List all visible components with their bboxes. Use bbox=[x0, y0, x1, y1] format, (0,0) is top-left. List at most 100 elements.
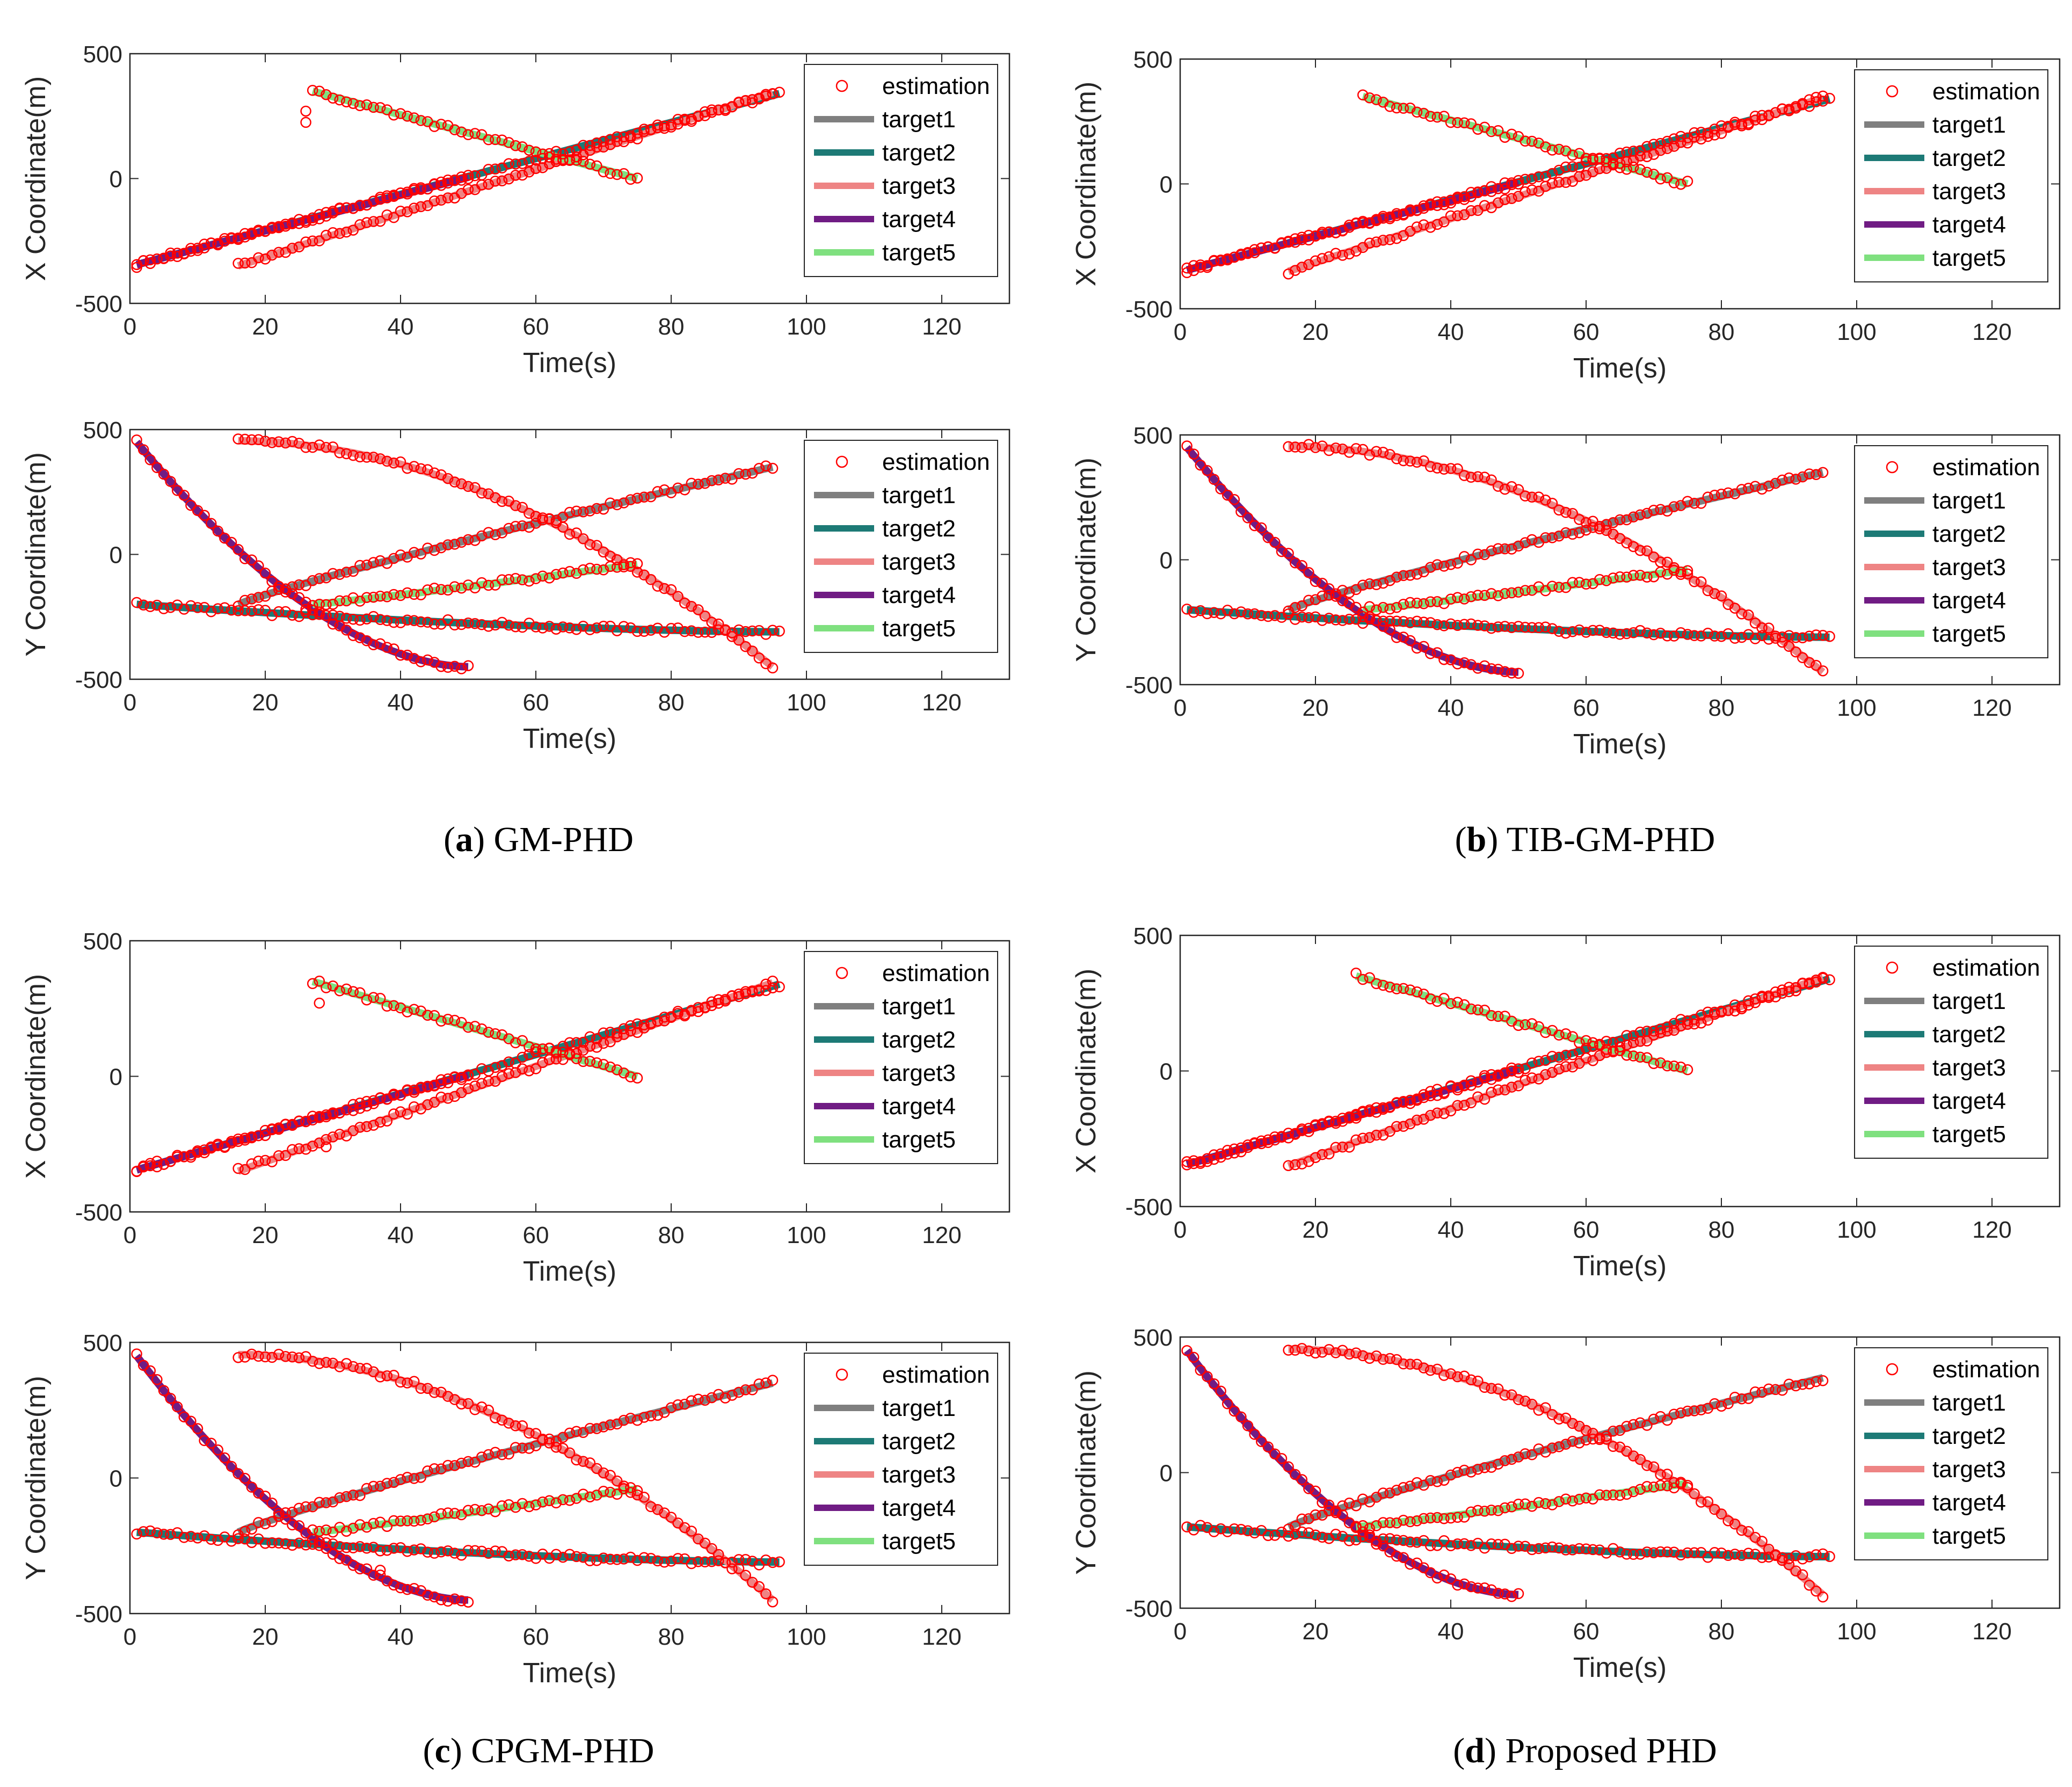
estimation-marker bbox=[591, 503, 602, 514]
estimation-marker bbox=[1364, 601, 1376, 613]
estimation-marker bbox=[232, 1352, 244, 1363]
estimation-marker bbox=[408, 1582, 420, 1594]
estimation-marker bbox=[1763, 480, 1775, 492]
estimation-marker bbox=[1391, 1097, 1402, 1108]
estimation-marker bbox=[693, 1393, 704, 1405]
estimation-marker bbox=[192, 1532, 203, 1544]
estimation-marker bbox=[1330, 1142, 1342, 1153]
estimation-marker bbox=[1783, 1553, 1795, 1565]
estimation-marker bbox=[1431, 1512, 1443, 1523]
estimation-marker bbox=[1283, 608, 1294, 620]
estimation-marker bbox=[449, 1548, 461, 1559]
estimation-marker bbox=[1418, 107, 1429, 119]
estimation-marker bbox=[706, 1543, 717, 1554]
estimation-marker bbox=[1472, 1464, 1484, 1475]
estimation-marker bbox=[469, 1503, 481, 1515]
estimation-marker bbox=[381, 591, 393, 602]
estimation-marker bbox=[1431, 1107, 1443, 1119]
estimation-marker bbox=[1242, 1525, 1254, 1536]
estimation-marker bbox=[1411, 456, 1423, 468]
series-target1-line bbox=[236, 1379, 774, 1536]
estimation-marker bbox=[246, 1537, 258, 1548]
estimation-marker bbox=[144, 1365, 156, 1377]
estimation-marker bbox=[1506, 1065, 1517, 1077]
legend-box bbox=[1854, 1347, 2048, 1560]
estimation-marker bbox=[1513, 1020, 1524, 1031]
estimation-marker bbox=[1499, 1084, 1511, 1096]
estimation-marker bbox=[185, 1531, 197, 1542]
estimation-marker bbox=[524, 1041, 535, 1052]
estimation-marker bbox=[543, 1433, 555, 1445]
estimation-marker bbox=[699, 1556, 711, 1568]
estimation-marker bbox=[1526, 1544, 1538, 1556]
estimation-marker bbox=[300, 597, 311, 608]
estimation-marker bbox=[381, 1093, 393, 1105]
estimation-marker bbox=[1763, 634, 1775, 645]
legend-item-target2: target2 bbox=[1864, 1423, 2006, 1449]
estimation-marker bbox=[1715, 489, 1727, 500]
estimation-marker bbox=[226, 1536, 237, 1547]
estimation-marker bbox=[1567, 577, 1579, 588]
x-axis-label: Time(s) bbox=[523, 723, 616, 754]
estimation-marker bbox=[1736, 1550, 1748, 1561]
estimation-marker bbox=[1634, 1051, 1646, 1063]
estimation-marker bbox=[395, 1106, 406, 1117]
estimation-marker bbox=[395, 1474, 406, 1485]
estimation-marker bbox=[435, 119, 447, 130]
estimation-marker bbox=[530, 146, 542, 157]
estimation-marker bbox=[1431, 1363, 1443, 1375]
estimation-marker bbox=[645, 1019, 657, 1030]
estimation-marker bbox=[266, 1156, 278, 1167]
estimation-marker bbox=[1587, 1427, 1598, 1439]
y-tick-label: -500 bbox=[1125, 1596, 1173, 1622]
estimation-marker bbox=[1574, 1543, 1585, 1554]
estimation-marker bbox=[672, 622, 684, 634]
estimation-marker bbox=[1749, 993, 1761, 1005]
estimation-marker bbox=[1323, 1505, 1335, 1516]
x-tick-label: 80 bbox=[658, 689, 685, 716]
estimation-marker bbox=[199, 510, 210, 521]
estimation-marker bbox=[1560, 1493, 1572, 1505]
estimation-marker bbox=[1540, 495, 1551, 506]
estimation-marker bbox=[1479, 1093, 1491, 1105]
estimation-marker bbox=[280, 1119, 292, 1130]
estimation-marker bbox=[354, 1563, 366, 1575]
estimation-marker bbox=[1465, 1506, 1477, 1517]
estimation-marker bbox=[1465, 205, 1477, 216]
estimation-marker bbox=[1384, 623, 1395, 635]
estimation-marker bbox=[185, 1415, 197, 1427]
estimation-marker bbox=[740, 468, 751, 480]
estimation-marker bbox=[1479, 1582, 1491, 1594]
estimation-marker bbox=[679, 597, 690, 609]
legend-estimation-icon bbox=[1886, 461, 1899, 474]
estimation-marker bbox=[631, 626, 643, 637]
estimation-marker bbox=[733, 97, 745, 108]
estimation-marker bbox=[1499, 588, 1511, 599]
x-axis-label: Time(s) bbox=[523, 347, 616, 379]
estimation-marker bbox=[1587, 515, 1598, 527]
estimation-marker bbox=[442, 1459, 454, 1471]
estimation-marker bbox=[1668, 1408, 1680, 1420]
estimation-marker bbox=[388, 553, 399, 564]
estimation-marker bbox=[246, 1523, 258, 1535]
x-tick-label: 0 bbox=[1174, 1217, 1187, 1243]
estimation-marker bbox=[1472, 1505, 1484, 1516]
estimation-marker bbox=[1377, 213, 1389, 224]
estimation-marker bbox=[625, 1071, 636, 1083]
estimation-marker bbox=[1627, 1450, 1639, 1462]
estimation-marker bbox=[158, 1385, 170, 1396]
plot-area bbox=[1181, 89, 1835, 280]
estimation-marker bbox=[564, 506, 576, 518]
estimation-marker bbox=[293, 1520, 305, 1531]
estimation-marker bbox=[1520, 537, 1531, 548]
estimation-marker bbox=[402, 1472, 413, 1483]
estimation-marker bbox=[354, 987, 366, 999]
estimation-marker bbox=[1418, 455, 1429, 467]
estimation-marker bbox=[1790, 1550, 1801, 1561]
estimation-marker bbox=[1391, 983, 1402, 994]
estimation-marker bbox=[435, 660, 447, 672]
estimation-marker bbox=[584, 624, 596, 635]
estimation-marker bbox=[307, 441, 318, 453]
estimation-marker bbox=[321, 1134, 332, 1145]
estimation-marker bbox=[1553, 1063, 1565, 1075]
